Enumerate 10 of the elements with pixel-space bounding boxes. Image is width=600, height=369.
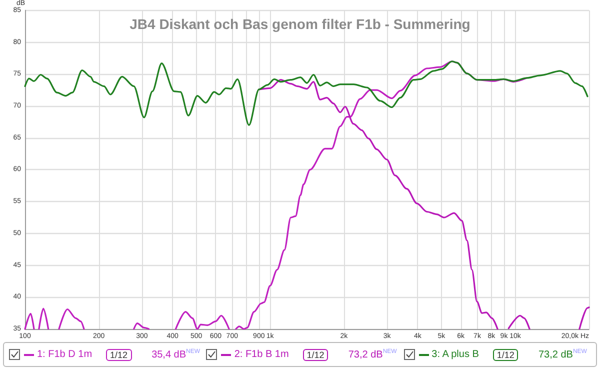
legend-label: 3: A plus B bbox=[432, 349, 479, 360]
text: 1/12 bbox=[492, 348, 518, 360]
text: 35,4 dB$^{NEW}$ bbox=[152, 348, 200, 360]
text: 1/12 bbox=[106, 348, 132, 360]
text: 73,2 dB$^{NEW}$ bbox=[538, 348, 587, 360]
legend-label: 2: F1b B 1m bbox=[234, 349, 289, 360]
text: 73,2 dB$^{NEW}$ bbox=[348, 348, 397, 360]
chart-title: JB4 Diskant och Bas genom filter F1b - Summering bbox=[130, 16, 470, 32]
legend-label: 1: F1b D 1m bbox=[37, 349, 92, 360]
text: 1/12 bbox=[302, 348, 328, 360]
